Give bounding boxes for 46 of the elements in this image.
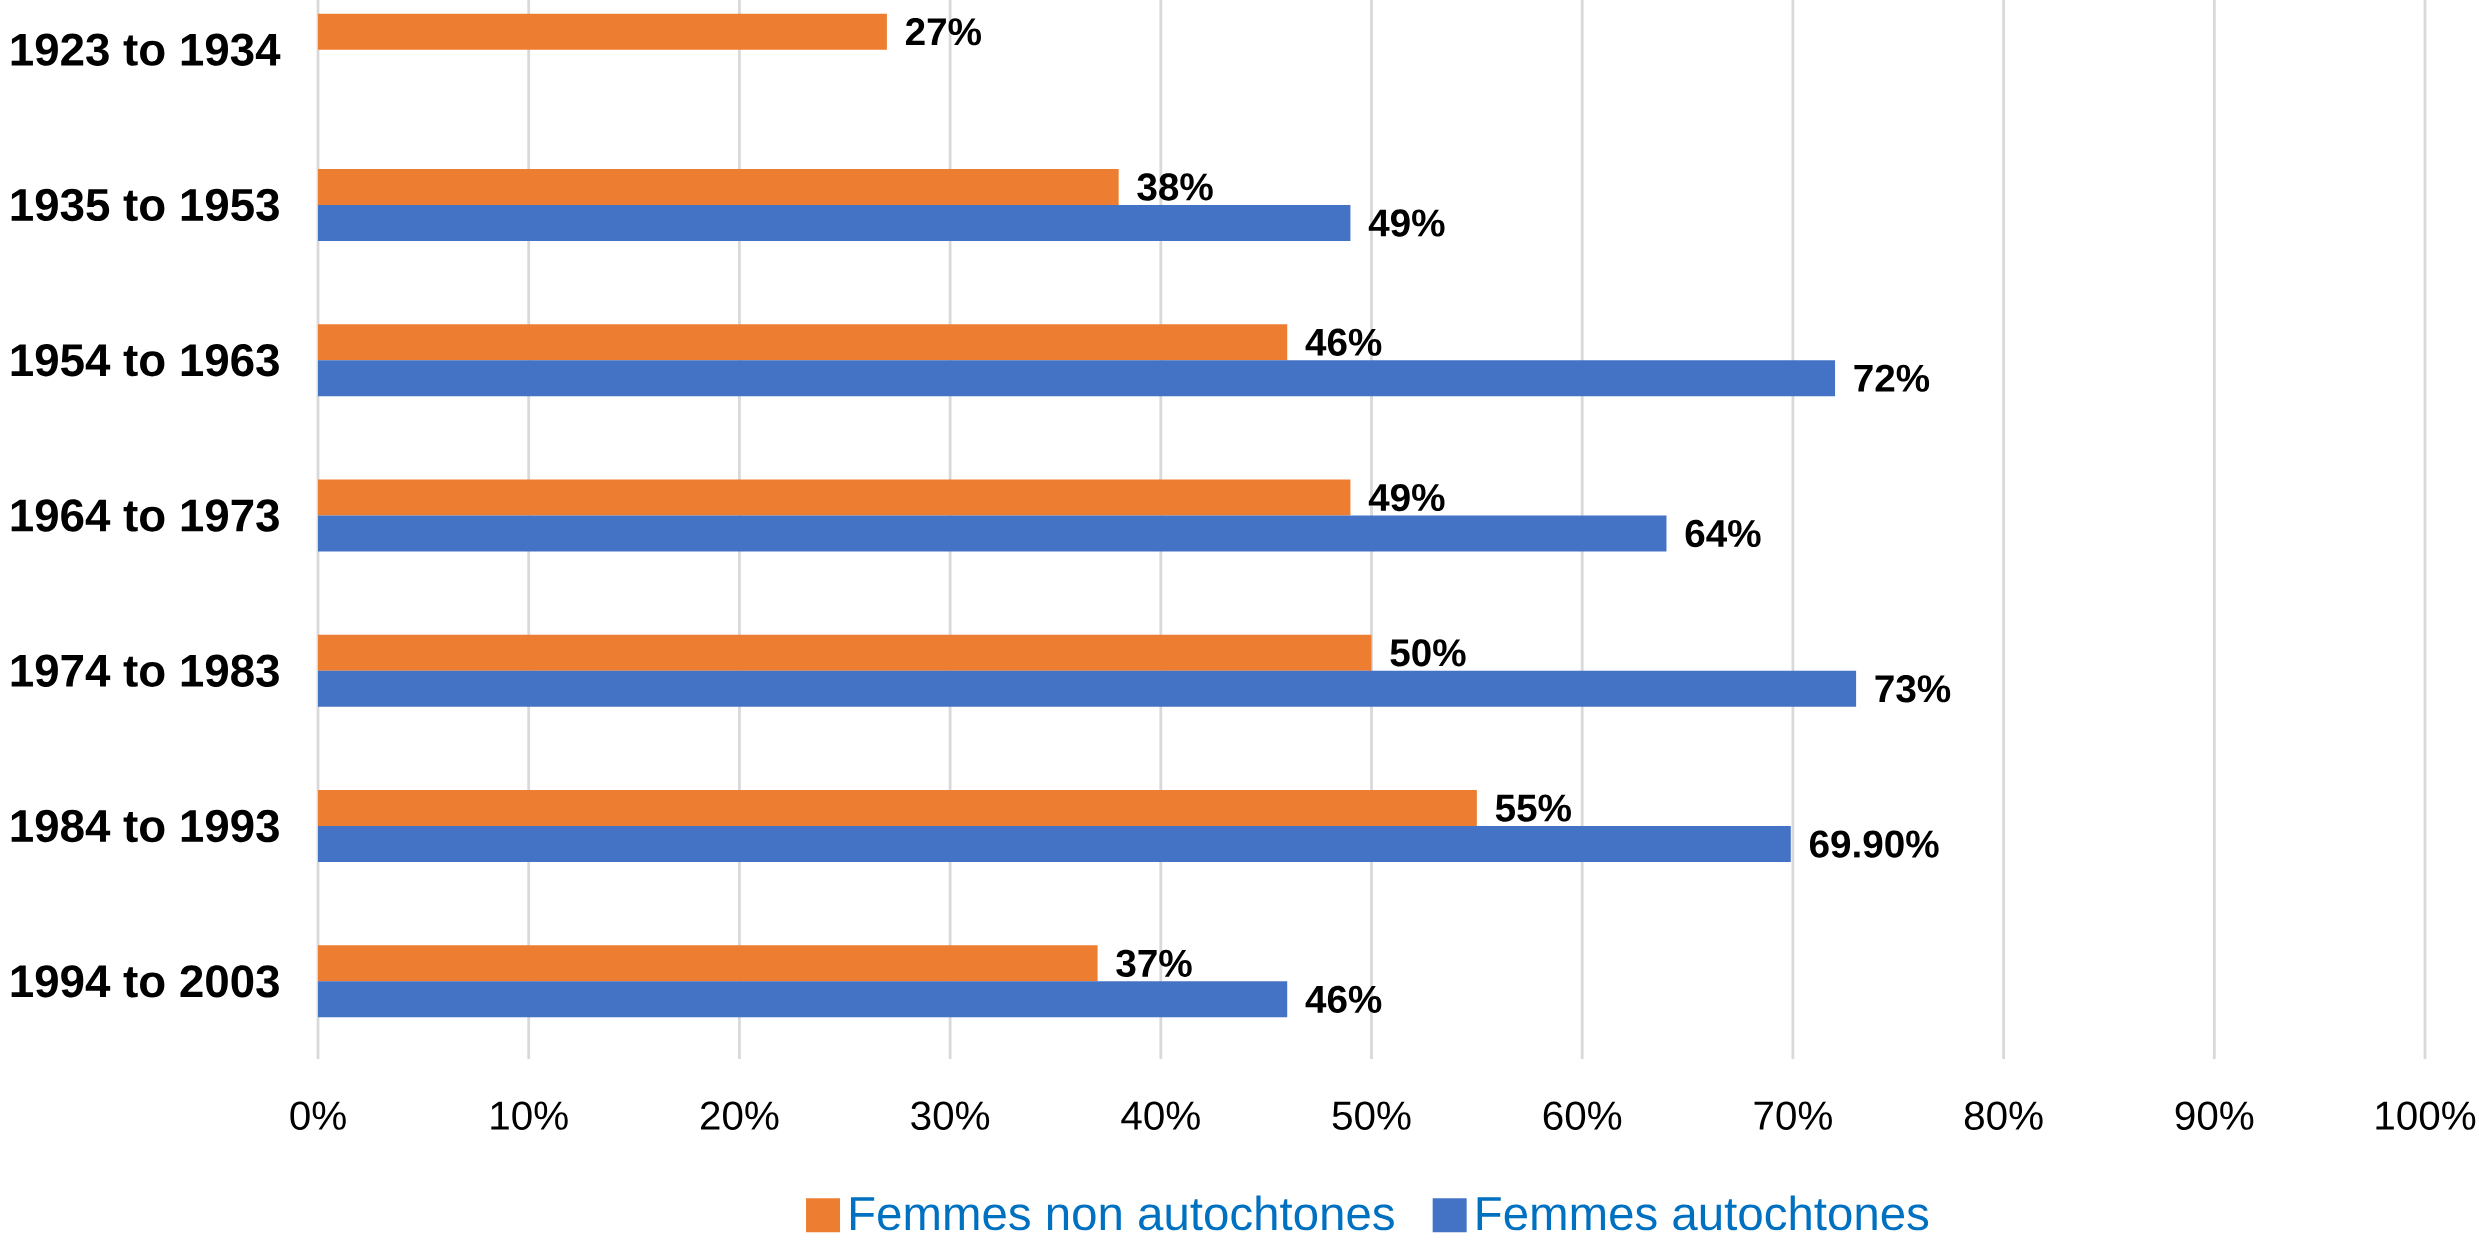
data-label: 37% — [1116, 949, 1192, 978]
bar — [318, 826, 1791, 863]
legend-label: Femmes autochtones — [1477, 1195, 1929, 1231]
bar — [318, 13, 887, 50]
data-label: 50% — [1390, 639, 1466, 667]
x-tick-label: 80% — [1964, 1101, 2043, 1131]
x-tick-label: 40% — [1121, 1101, 1200, 1131]
bar — [318, 360, 1836, 397]
x-tick-label: 30% — [911, 1101, 990, 1131]
bar — [318, 168, 1119, 205]
data-label: 72% — [1854, 364, 1930, 392]
y-tick-label: 1935 to 1953 — [11, 188, 279, 222]
bar — [318, 204, 1351, 241]
x-tick-label: 10% — [491, 1101, 568, 1131]
x-tick-label: 50% — [1332, 1101, 1411, 1131]
y-tick-label: 1923 to 1934 — [11, 33, 281, 66]
bar — [318, 634, 1372, 671]
data-label: 64% — [1685, 519, 1761, 548]
data-label: 27% — [905, 18, 981, 46]
x-tick-label: 60% — [1543, 1101, 1622, 1131]
bar — [318, 670, 1857, 707]
y-tick-label: 1984 to 1993 — [11, 809, 279, 843]
data-label: 49% — [1368, 209, 1445, 237]
y-tick-label: 1954 to 1963 — [11, 344, 279, 377]
bar — [318, 324, 1288, 361]
x-tick-label: 100% — [2376, 1101, 2476, 1131]
bar — [318, 479, 1351, 516]
x-tick-label: 0% — [290, 1101, 346, 1131]
bar — [318, 515, 1667, 552]
data-label: 73% — [1875, 675, 1951, 703]
data-label: 46% — [1305, 328, 1382, 356]
legend-label: Femmes non autochtones — [850, 1195, 1394, 1231]
data-label: 49% — [1368, 483, 1445, 512]
data-label: 46% — [1305, 985, 1382, 1014]
data-label: 55% — [1495, 794, 1571, 822]
x-tick-label: 20% — [701, 1101, 779, 1131]
bar — [318, 790, 1477, 827]
y-tick-label: 1974 to 1983 — [11, 654, 279, 687]
y-tick-label: 1964 to 1973 — [11, 499, 279, 532]
y-tick-label: 1994 to 2003 — [11, 965, 279, 998]
data-label: 69.90% — [1809, 830, 1939, 858]
x-tick-label: 90% — [2175, 1101, 2254, 1131]
x-tick-label: 70% — [1754, 1101, 1832, 1131]
bar — [318, 981, 1288, 1018]
data-label: 38% — [1137, 173, 1213, 201]
bar — [318, 945, 1098, 982]
